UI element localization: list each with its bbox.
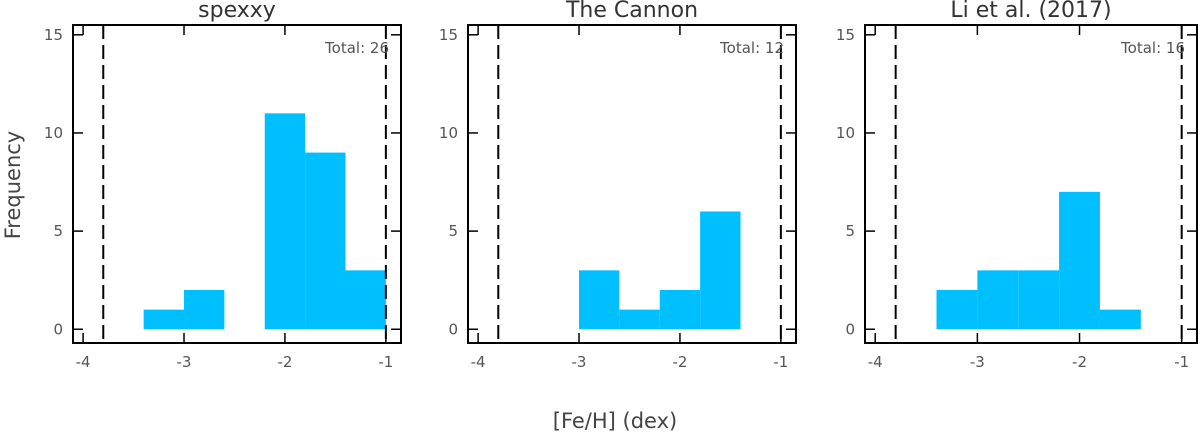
y-tick-label: 0 xyxy=(448,320,458,338)
axes-frame xyxy=(864,24,1198,344)
x-tick-label: -2 xyxy=(1072,353,1087,371)
x-tick-label: -2 xyxy=(672,353,687,371)
histogram-bar xyxy=(700,211,741,330)
x-tick-label: -4 xyxy=(76,353,91,371)
histogram-bar xyxy=(1059,191,1100,330)
histogram-bar xyxy=(579,270,620,330)
total-count-label: Total: 26 xyxy=(324,39,389,57)
x-axis-label: [Fe/H] (dex) xyxy=(553,409,677,433)
histogram-bar xyxy=(1099,309,1141,330)
y-tick-label: 15 xyxy=(44,26,63,44)
panels: -4 -3 -2 -1 0 5 10 15 spexxy Total: 26 -4 -3 -2 -1 0 5 1… xyxy=(44,0,1198,371)
x-tick-label: -3 xyxy=(572,353,587,371)
axes-frame xyxy=(467,24,797,344)
panel-title: Li et al. (2017) xyxy=(950,0,1111,23)
y-axis-label: Frequency xyxy=(1,131,25,240)
y-tick-label: 10 xyxy=(439,124,458,142)
x-tick-label: -4 xyxy=(868,353,883,371)
x-tick-label: -2 xyxy=(277,353,292,371)
y-tick-label: 0 xyxy=(845,320,855,338)
histogram-bar xyxy=(345,270,386,330)
histogram-bar xyxy=(305,152,346,330)
y-tick-label: 10 xyxy=(44,124,63,142)
histogram-bar xyxy=(936,290,978,330)
y-tick-label: 10 xyxy=(836,124,855,142)
histogram-bar xyxy=(184,290,225,330)
histogram-bar xyxy=(264,113,306,330)
histogram-bar xyxy=(619,309,660,330)
histogram-bar xyxy=(143,309,185,330)
x-tick-label: -1 xyxy=(1174,353,1189,371)
histogram-bar xyxy=(977,270,1019,330)
x-tick-label: -1 xyxy=(773,353,788,371)
y-tick-label: 5 xyxy=(845,222,855,240)
y-tick-label: 5 xyxy=(53,222,63,240)
x-tick-label: -4 xyxy=(471,353,486,371)
histogram-bar xyxy=(1018,270,1060,330)
panel-title: spexxy xyxy=(198,0,276,23)
y-tick-label: 15 xyxy=(836,26,855,44)
axes-frame xyxy=(72,24,402,344)
histogram-bar xyxy=(659,290,701,330)
total-count-label: Total: 16 xyxy=(1120,39,1185,57)
y-tick-label: 15 xyxy=(439,26,458,44)
histogram-panel: -4 -3 -2 -1 0 5 10 15 The Cannon Total: 12 xyxy=(439,0,797,371)
y-tick-label: 5 xyxy=(448,222,458,240)
total-count-label: Total: 12 xyxy=(719,39,784,57)
histogram-panel: -4 -3 -2 -1 0 5 10 15 spexxy Total: 26 xyxy=(44,0,402,371)
y-tick-label: 0 xyxy=(53,320,63,338)
x-tick-label: -1 xyxy=(378,353,393,371)
histogram-panel: -4 -3 -2 -1 0 5 10 15 Li et al. (2017) Total: 16 xyxy=(836,0,1198,371)
x-tick-label: -3 xyxy=(177,353,192,371)
x-tick-label: -3 xyxy=(970,353,985,371)
panel-title: The Cannon xyxy=(565,0,698,23)
